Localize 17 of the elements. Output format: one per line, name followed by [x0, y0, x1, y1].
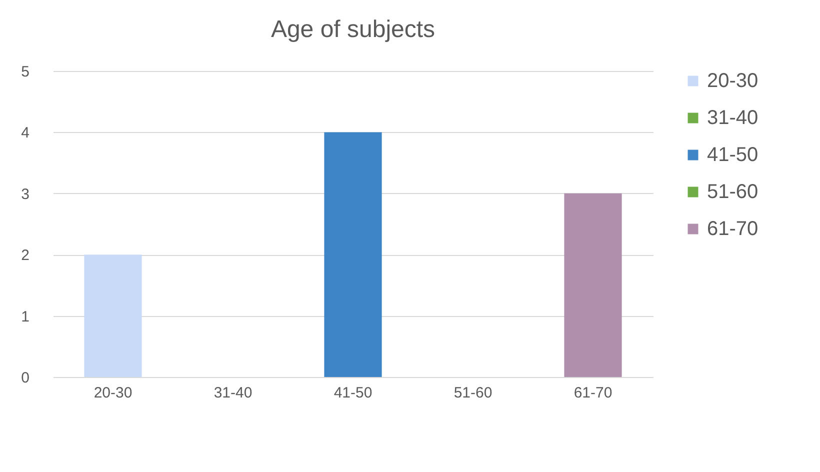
x-tick-label: 20-30: [94, 384, 132, 402]
y-tick-label: 5: [21, 64, 30, 80]
legend-label: 51-60: [707, 181, 758, 203]
y-tick-label: 2: [21, 247, 30, 264]
y-tick-label: 1: [21, 308, 30, 326]
y-tick-label: 4: [21, 124, 30, 142]
chart-title: Age of subjects: [270, 16, 436, 43]
x-tick-label: 31-40: [214, 384, 252, 402]
x-tick-label: 61-70: [574, 384, 612, 402]
legend-label: 20-30: [707, 70, 758, 92]
y-tick-label: 3: [21, 186, 30, 203]
legend-label: 31-40: [707, 107, 758, 129]
x-tick-label: 41-50: [334, 384, 372, 402]
y-tick-label: 0: [21, 370, 30, 386]
x-tick-label: 51-60: [454, 384, 492, 402]
legend-label: 61-70: [707, 218, 758, 240]
legend-label: 41-50: [707, 144, 758, 166]
